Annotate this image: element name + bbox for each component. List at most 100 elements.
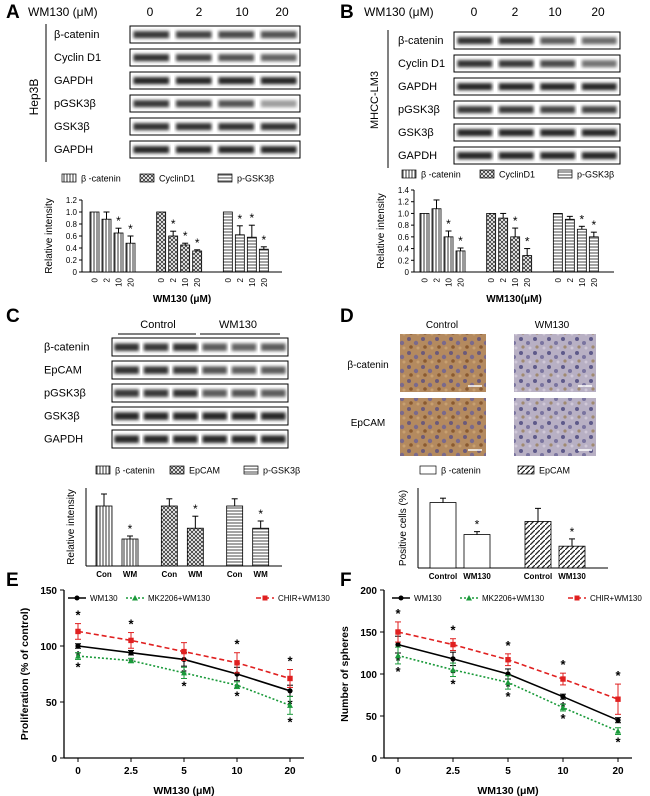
blot-band: [173, 412, 198, 420]
data-point: [75, 643, 81, 649]
y-tick-label: 0.8: [398, 221, 410, 230]
x-tick-label: 20: [612, 766, 624, 777]
panel-letter-d: D: [340, 306, 354, 327]
y-tick-label: 0.8: [66, 220, 78, 229]
legend-label: β -catenin: [81, 174, 121, 184]
blot-band: [133, 123, 170, 131]
y-axis-title: Relative intensity: [376, 193, 387, 269]
panel-a-dose: 2: [196, 5, 203, 19]
x-tick-label: 10: [557, 766, 569, 777]
legend-marker: [74, 595, 80, 601]
bar: [252, 527, 270, 567]
blot-band-label: β-catenin: [398, 35, 443, 47]
blot-band: [231, 435, 257, 443]
x-tick-label: 20: [127, 277, 136, 286]
blot-band: [581, 60, 617, 68]
significance-marker: *: [505, 689, 511, 704]
panel-b-cell-line: MHCC-LM3: [369, 71, 381, 129]
blot-frame: [453, 54, 621, 73]
significance-marker: *: [128, 617, 134, 632]
legend-swatch: [419, 465, 437, 475]
x-tick-label: 2: [169, 277, 178, 282]
data-point: [450, 641, 456, 648]
significance-marker: *: [128, 222, 133, 236]
panel-d-column: WM130: [535, 320, 570, 331]
significance-marker: *: [505, 638, 511, 653]
bar: [558, 545, 586, 569]
x-axis-title: WM130 (μM): [153, 785, 214, 796]
blot-band: [173, 343, 198, 351]
x-tick-label: 10: [231, 766, 243, 777]
x-tick-label: 0: [421, 277, 430, 282]
bar: [222, 211, 233, 273]
x-tick-label: WM: [123, 570, 138, 579]
significance-marker: *: [579, 212, 584, 226]
data-point: [395, 652, 401, 659]
blot-band: [457, 60, 493, 68]
bar: [419, 213, 430, 273]
blot-band-label: Cyclin D1: [54, 52, 101, 64]
y-tick-label: 200: [360, 586, 377, 597]
bar: [498, 217, 509, 273]
x-tick-label: 20: [193, 277, 202, 286]
blot-frame: [453, 31, 621, 50]
blot-band: [457, 152, 493, 160]
blot-band: [114, 435, 139, 443]
blot-band: [540, 60, 576, 68]
blot-frame: [129, 25, 301, 44]
data-point: [75, 653, 81, 659]
panel-b-dose: 0: [471, 5, 478, 19]
blot-band: [231, 343, 257, 351]
x-tick-label: 10: [578, 277, 587, 286]
blot-band: [540, 106, 576, 114]
data-point: [181, 648, 187, 655]
blot-band: [114, 389, 139, 397]
x-tick-label: 20: [523, 277, 532, 286]
ihc-image-control-epcam: [400, 398, 486, 456]
blot-band: [175, 100, 212, 108]
blot-band: [173, 366, 198, 374]
blot-band: [175, 123, 212, 131]
bar: [463, 534, 491, 569]
blot-frame: [111, 337, 289, 357]
x-tick-label: 5: [181, 766, 187, 777]
data-point: [287, 702, 293, 708]
data-point: [75, 628, 81, 635]
panel-c-blot: Control WM130 β-catenin EpCAM pGSK3β GSK3β G…: [44, 319, 289, 449]
panel-a-dose: 10: [235, 5, 249, 19]
significance-marker: *: [183, 229, 188, 243]
bar: [160, 505, 178, 567]
blot-band-label: EpCAM: [44, 365, 82, 377]
bar: [524, 521, 552, 569]
blot-frame: [129, 48, 301, 67]
panel-letter-e: E: [6, 570, 19, 591]
x-axis-title: WM130 (μM): [153, 294, 211, 305]
legend-swatch: [217, 173, 233, 183]
data-point: [395, 629, 401, 635]
legend-swatch: [401, 169, 417, 179]
blot-band: [133, 146, 170, 154]
x-tick-label: Control: [524, 572, 552, 581]
x-tick-label: 2.5: [446, 766, 460, 777]
blot-frame: [129, 71, 301, 90]
blot-frame: [111, 360, 289, 380]
panel-c-bar-chart: Con * WM Con * WM Con * WM Relative intensity β -c…: [66, 466, 300, 580]
ihc-image-wm130-beta-catenin: [514, 334, 596, 392]
legend-swatch: [95, 465, 111, 475]
panel-d-row: β-catenin: [347, 360, 388, 371]
panel-letter-f: F: [340, 570, 352, 591]
bar: [246, 236, 257, 273]
blot-band: [457, 83, 493, 91]
x-tick-label: 0: [91, 277, 100, 282]
blot-band: [143, 366, 169, 374]
panel-d-bar-chart: Control * WM130 Control * WM130 Positive cells…: [398, 465, 608, 581]
legend-label: p-GSK3β: [263, 466, 300, 476]
significance-marker: *: [570, 525, 575, 539]
bar: [186, 527, 204, 567]
blot-band: [498, 83, 534, 91]
data-point: [395, 642, 401, 648]
blot-band-label: pGSK3β: [54, 98, 96, 110]
panel-letter-c: C: [6, 306, 20, 327]
y-axis-title: Relative intensity: [44, 198, 55, 274]
significance-marker: *: [525, 235, 530, 249]
